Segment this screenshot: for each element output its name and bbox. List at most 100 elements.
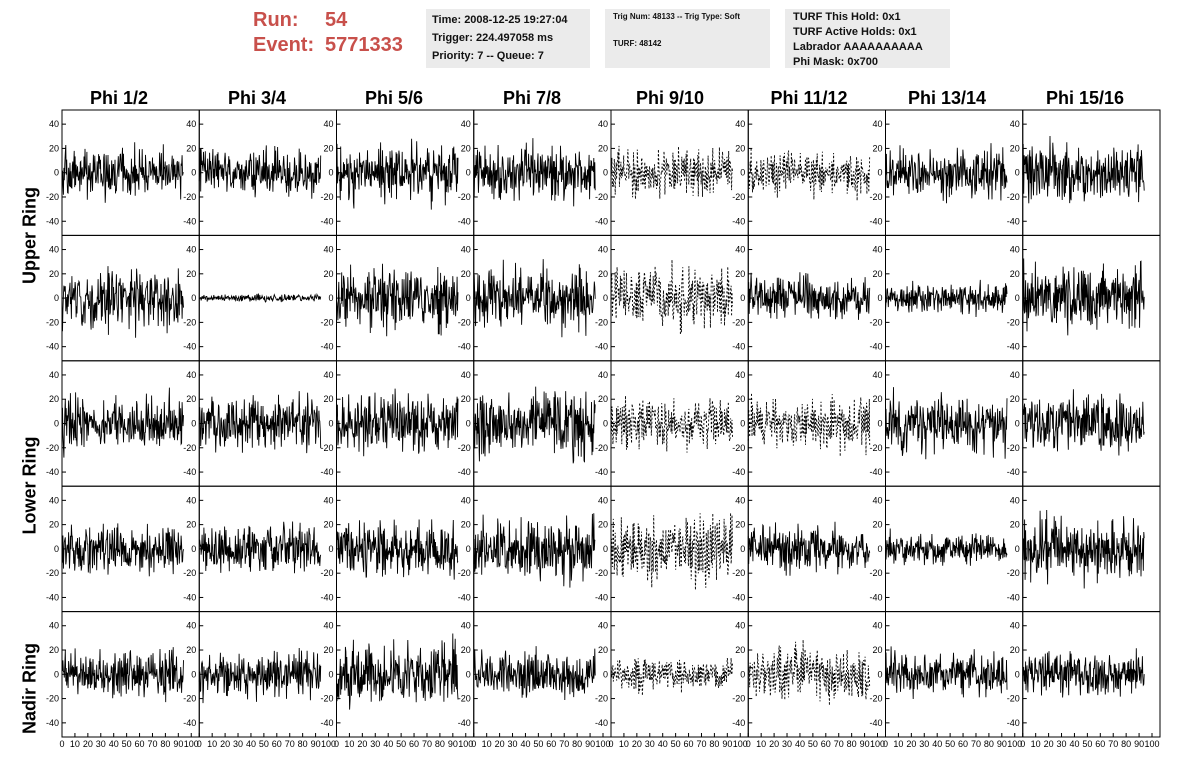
- x-tick-label: 20: [83, 739, 93, 749]
- y-tick-label: 40: [598, 621, 608, 631]
- x-tick-label: 0: [608, 739, 613, 749]
- waveform-trace: [61, 647, 184, 703]
- y-tick-label: 0: [328, 168, 333, 178]
- y-tick-label: -40: [1007, 342, 1020, 352]
- y-tick-label: 0: [740, 168, 745, 178]
- x-tick-label: 30: [233, 739, 243, 749]
- y-tick-label: 20: [49, 143, 59, 153]
- y-tick-label: 0: [466, 669, 471, 679]
- y-tick-label: -20: [46, 192, 59, 202]
- y-tick-label: 40: [323, 245, 333, 255]
- x-tick-label: 30: [782, 739, 792, 749]
- x-tick-label: 100: [595, 739, 610, 749]
- y-tick-label: -20: [458, 443, 471, 453]
- y-tick-label: 0: [603, 669, 608, 679]
- column-title-phi-5-6: Phi 5/6: [364, 88, 424, 108]
- y-tick-label: 40: [1010, 370, 1020, 380]
- y-tick-label: 0: [466, 544, 471, 554]
- column-title-phi-1-2: Phi 1/2: [89, 88, 149, 108]
- y-tick-label: -20: [869, 317, 882, 327]
- x-tick-label: 90: [448, 739, 458, 749]
- x-tick-label: 100: [733, 739, 748, 749]
- y-tick-label: 20: [49, 520, 59, 530]
- y-tick-label: -20: [46, 317, 59, 327]
- run-value: 54: [325, 9, 348, 31]
- x-tick-label: 0: [334, 739, 339, 749]
- y-tick-label: 20: [735, 645, 745, 655]
- panel-frame: [747, 611, 886, 738]
- x-tick-label: 40: [932, 739, 942, 749]
- y-tick-label: -20: [732, 192, 745, 202]
- x-tick-label: 100: [870, 739, 885, 749]
- y-tick-label: 40: [598, 495, 608, 505]
- y-tick-label: 20: [735, 143, 745, 153]
- waveform-trace: [473, 646, 596, 701]
- waveform-trace: [747, 521, 871, 576]
- x-tick-label: 50: [122, 739, 132, 749]
- y-tick-label: 0: [54, 293, 59, 303]
- y-tick-label: 20: [461, 269, 471, 279]
- column-title-phi-3-4: Phi 3/4: [227, 88, 287, 108]
- y-tick-label: -20: [595, 694, 608, 704]
- y-tick-label: 20: [49, 269, 59, 279]
- waveform-trace: [61, 523, 184, 577]
- y-tick-label: 20: [49, 645, 59, 655]
- waveform-trace: [336, 519, 459, 580]
- y-tick-label: 40: [49, 370, 59, 380]
- y-tick-label: -20: [732, 694, 745, 704]
- waveform-trace: [61, 142, 184, 203]
- x-tick-label: 20: [769, 739, 779, 749]
- y-tick-label: 20: [461, 143, 471, 153]
- y-tick-label: -40: [732, 718, 745, 728]
- x-tick-label: 70: [696, 739, 706, 749]
- x-tick-label: 70: [971, 739, 981, 749]
- x-tick-label: 80: [572, 739, 582, 749]
- x-tick-label: 60: [958, 739, 968, 749]
- y-tick-label: -20: [595, 192, 608, 202]
- y-tick-label: 40: [872, 495, 882, 505]
- y-tick-label: -40: [595, 467, 608, 477]
- y-tick-label: -40: [869, 718, 882, 728]
- y-tick-label: 40: [872, 370, 882, 380]
- y-tick-label: -20: [1007, 568, 1020, 578]
- panel-frame: [747, 109, 886, 236]
- waveform-trace: [610, 259, 733, 335]
- y-tick-label: -40: [595, 718, 608, 728]
- y-tick-label: 20: [872, 645, 882, 655]
- y-tick-label: 40: [461, 621, 471, 631]
- x-tick-label: 10: [344, 739, 354, 749]
- y-tick-label: 0: [603, 168, 608, 178]
- y-tick-label: 0: [740, 544, 745, 554]
- turf-this-hold-text: TURF This Hold: 0x1: [793, 11, 901, 23]
- y-tick-label: -20: [320, 317, 333, 327]
- x-tick-label: 50: [945, 739, 955, 749]
- panel-frame: [610, 611, 749, 738]
- waveform-trace: [198, 145, 322, 199]
- y-tick-label: 20: [735, 394, 745, 404]
- x-tick-label: 0: [197, 739, 202, 749]
- x-tick-label: 60: [135, 739, 145, 749]
- y-tick-label: -20: [320, 568, 333, 578]
- y-tick-label: -20: [458, 192, 471, 202]
- waveform-trace: [473, 513, 596, 588]
- x-tick-label: 20: [1044, 739, 1054, 749]
- y-tick-label: -20: [320, 443, 333, 453]
- x-tick-label: 50: [533, 739, 543, 749]
- y-tick-label: -40: [732, 342, 745, 352]
- y-tick-label: 40: [186, 370, 196, 380]
- y-tick-label: 20: [872, 394, 882, 404]
- x-tick-label: 60: [1095, 739, 1105, 749]
- y-tick-label: -20: [869, 443, 882, 453]
- waveform-trace: [610, 395, 733, 453]
- labrador-text: Labrador AAAAAAAAAA: [793, 41, 923, 53]
- x-tick-label: 60: [272, 739, 282, 749]
- y-tick-label: 40: [323, 495, 333, 505]
- time-info-box: Time: 2008-12-25 19:27:04 Trigger: 224.4…: [426, 9, 590, 68]
- y-tick-label: -40: [183, 718, 196, 728]
- y-tick-label: -40: [732, 592, 745, 602]
- x-tick-label: 50: [1082, 739, 1092, 749]
- x-tick-label: 70: [1108, 739, 1118, 749]
- y-tick-label: 40: [872, 245, 882, 255]
- waveform-trace: [473, 138, 596, 207]
